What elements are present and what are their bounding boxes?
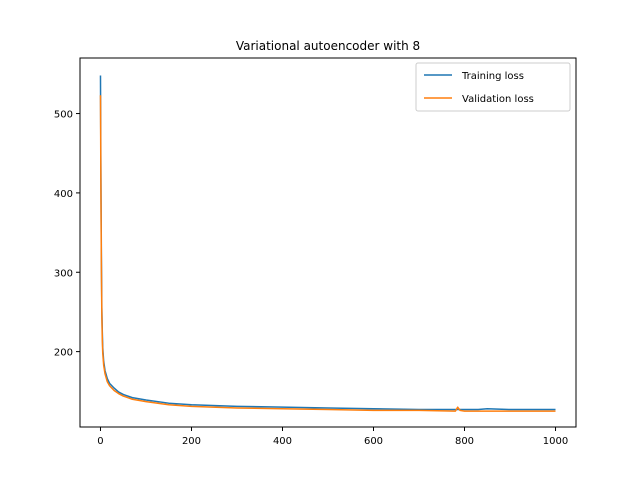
legend: Training loss Validation loss	[415, 62, 571, 112]
legend-label-training-loss: Training loss	[461, 71, 524, 82]
y-axis-ticks: 200 300 400 500	[54, 110, 80, 359]
series-line-validation-loss	[99, 95, 556, 412]
legend-label-validation-loss: Validation loss	[462, 94, 534, 105]
x-tick-label-600: 600	[364, 436, 383, 447]
x-axis-ticks: 0 200 400 600 800 1000	[97, 427, 568, 447]
x-tick-label-200: 200	[182, 436, 201, 447]
plot-frame	[79, 57, 577, 428]
chart-title: Variational autoencoder with 8	[236, 39, 420, 53]
x-tick-label-400: 400	[273, 436, 292, 447]
y-tick-label-300: 300	[54, 268, 73, 279]
y-tick-label-500: 500	[54, 110, 73, 121]
y-tick-label-200: 200	[54, 348, 73, 359]
plot-lines	[99, 75, 556, 412]
y-tick-label-400: 400	[54, 189, 73, 200]
x-tick-label-0: 0	[97, 436, 103, 447]
x-tick-label-800: 800	[455, 436, 474, 447]
x-tick-label-1000: 1000	[543, 436, 568, 447]
legend-box	[415, 62, 571, 112]
